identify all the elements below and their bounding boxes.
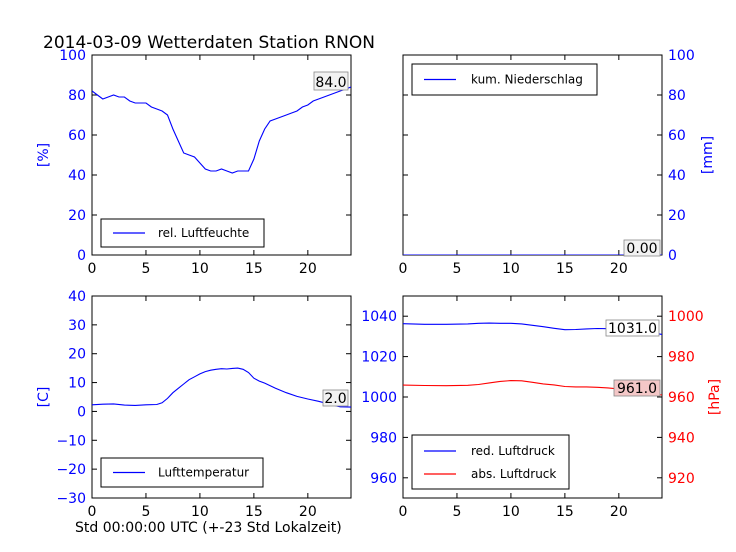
x-tick-label: 20	[610, 261, 628, 277]
x-tick-label: 0	[399, 504, 408, 520]
y-tick-label: 40	[668, 168, 686, 184]
series-line-temperature	[92, 367, 351, 408]
panel-pressure: 0 5 10 15 20 960 980 1000 1020 1040 920 940 960 980 10…	[361, 295, 723, 520]
y2-tick-label: 1000	[668, 309, 704, 325]
x-tick-label: 20	[299, 261, 317, 277]
plot-frame	[91, 295, 352, 499]
y2-tick-label: 920	[668, 471, 695, 487]
y-tick-label: −30	[56, 491, 86, 507]
last-value-label: 84.0	[315, 75, 346, 91]
y-tick-label: 60	[668, 128, 686, 144]
legend-label: rel. Luftfeuchte	[158, 226, 249, 240]
y-axis-label: [%]	[36, 143, 52, 167]
legend-label: Lufttemperatur	[158, 466, 249, 480]
y-tick-label: 40	[68, 289, 86, 305]
last-value-label: 2.0	[324, 391, 346, 407]
last-value-box	[322, 389, 349, 407]
y-tick-label: 40	[68, 168, 86, 184]
y-tick-label: 980	[370, 430, 397, 446]
y-tick-label: 20	[668, 208, 686, 224]
x-tick-label: 15	[556, 261, 574, 277]
last-value-label: 961.0	[617, 381, 657, 397]
figure-title: 2014-03-09 Wetterdaten Station RNON	[43, 33, 375, 53]
y-tick-label: −20	[56, 462, 86, 478]
x-tick-label: 20	[299, 504, 317, 520]
x-tick-label: 10	[502, 261, 520, 277]
x-tick-label: 5	[452, 504, 461, 520]
x-tick-label: 15	[245, 504, 263, 520]
y-tick-label: 0	[77, 404, 86, 420]
y2-tick-label: 940	[668, 430, 695, 446]
y-tick-label: 20	[68, 208, 86, 224]
y2-tick-label: 960	[668, 390, 695, 406]
series-line-humidity	[92, 86, 351, 174]
legend-label: abs. Luftdruck	[471, 467, 556, 481]
y-tick-label: 1020	[361, 350, 397, 366]
x-tick-label: 15	[556, 504, 574, 520]
y-tick-label: 80	[68, 88, 86, 104]
x-tick-label: 5	[141, 504, 150, 520]
y-axis-label: [C]	[36, 387, 52, 408]
y-tick-label: 10	[68, 376, 86, 392]
panel-humidity: 0 5 10 15 20 0 20 40 60 80 100 [%] rel. Luftfeuchte 8…	[36, 48, 352, 277]
legend-box	[411, 434, 570, 490]
y-tick-label: 30	[68, 318, 86, 334]
panel-precipitation: 0 5 10 15 20 0 20 40 60 80 100 [mm] kum. Niederschla…	[399, 48, 716, 277]
last-value-box	[623, 239, 661, 257]
panel-temperature: 0 5 10 15 20 −30 −20 −10 0 10 20 30 40 [C] Lufttempera…	[36, 289, 352, 520]
y-tick-label: 960	[370, 471, 397, 487]
x-tick-label: 0	[88, 504, 97, 520]
y-tick-label: 100	[59, 48, 86, 64]
plot-frame	[91, 54, 352, 256]
x-axis-caption: Std 00:00:00 UTC (+-23 Std Lokalzeit)	[75, 520, 342, 536]
y-tick-label: 1000	[361, 390, 397, 406]
x-tick-label: 20	[610, 504, 628, 520]
y-tick-label: 1040	[361, 309, 397, 325]
y2-axis-label: [hPa]	[707, 379, 723, 415]
y-tick-label: 0	[77, 248, 86, 264]
x-tick-label: 10	[191, 504, 209, 520]
x-tick-label: 0	[88, 261, 97, 277]
y-tick-label: 0	[668, 248, 677, 264]
last-value-box	[613, 379, 661, 397]
legend-label: red. Luftdruck	[471, 444, 555, 458]
y-tick-label: −10	[56, 433, 86, 449]
legend-label: kum. Niederschlag	[471, 73, 583, 87]
y2-tick-label: 980	[668, 350, 695, 366]
last-value-label: 0.00	[626, 241, 657, 257]
last-value-label: 1031.0	[608, 321, 657, 337]
x-tick-label: 5	[452, 261, 461, 277]
y-tick-label: 20	[68, 347, 86, 363]
last-value-box	[605, 319, 660, 337]
y-tick-label: 60	[68, 128, 86, 144]
x-tick-label: 15	[245, 261, 263, 277]
x-tick-label: 0	[399, 261, 408, 277]
x-tick-label: 10	[502, 504, 520, 520]
x-tick-label: 10	[191, 261, 209, 277]
x-tick-label: 5	[141, 261, 150, 277]
y-tick-label: 80	[668, 88, 686, 104]
last-value-box	[313, 71, 349, 91]
y-tick-label: 100	[668, 48, 695, 64]
y-axis-label: [mm]	[700, 136, 716, 174]
